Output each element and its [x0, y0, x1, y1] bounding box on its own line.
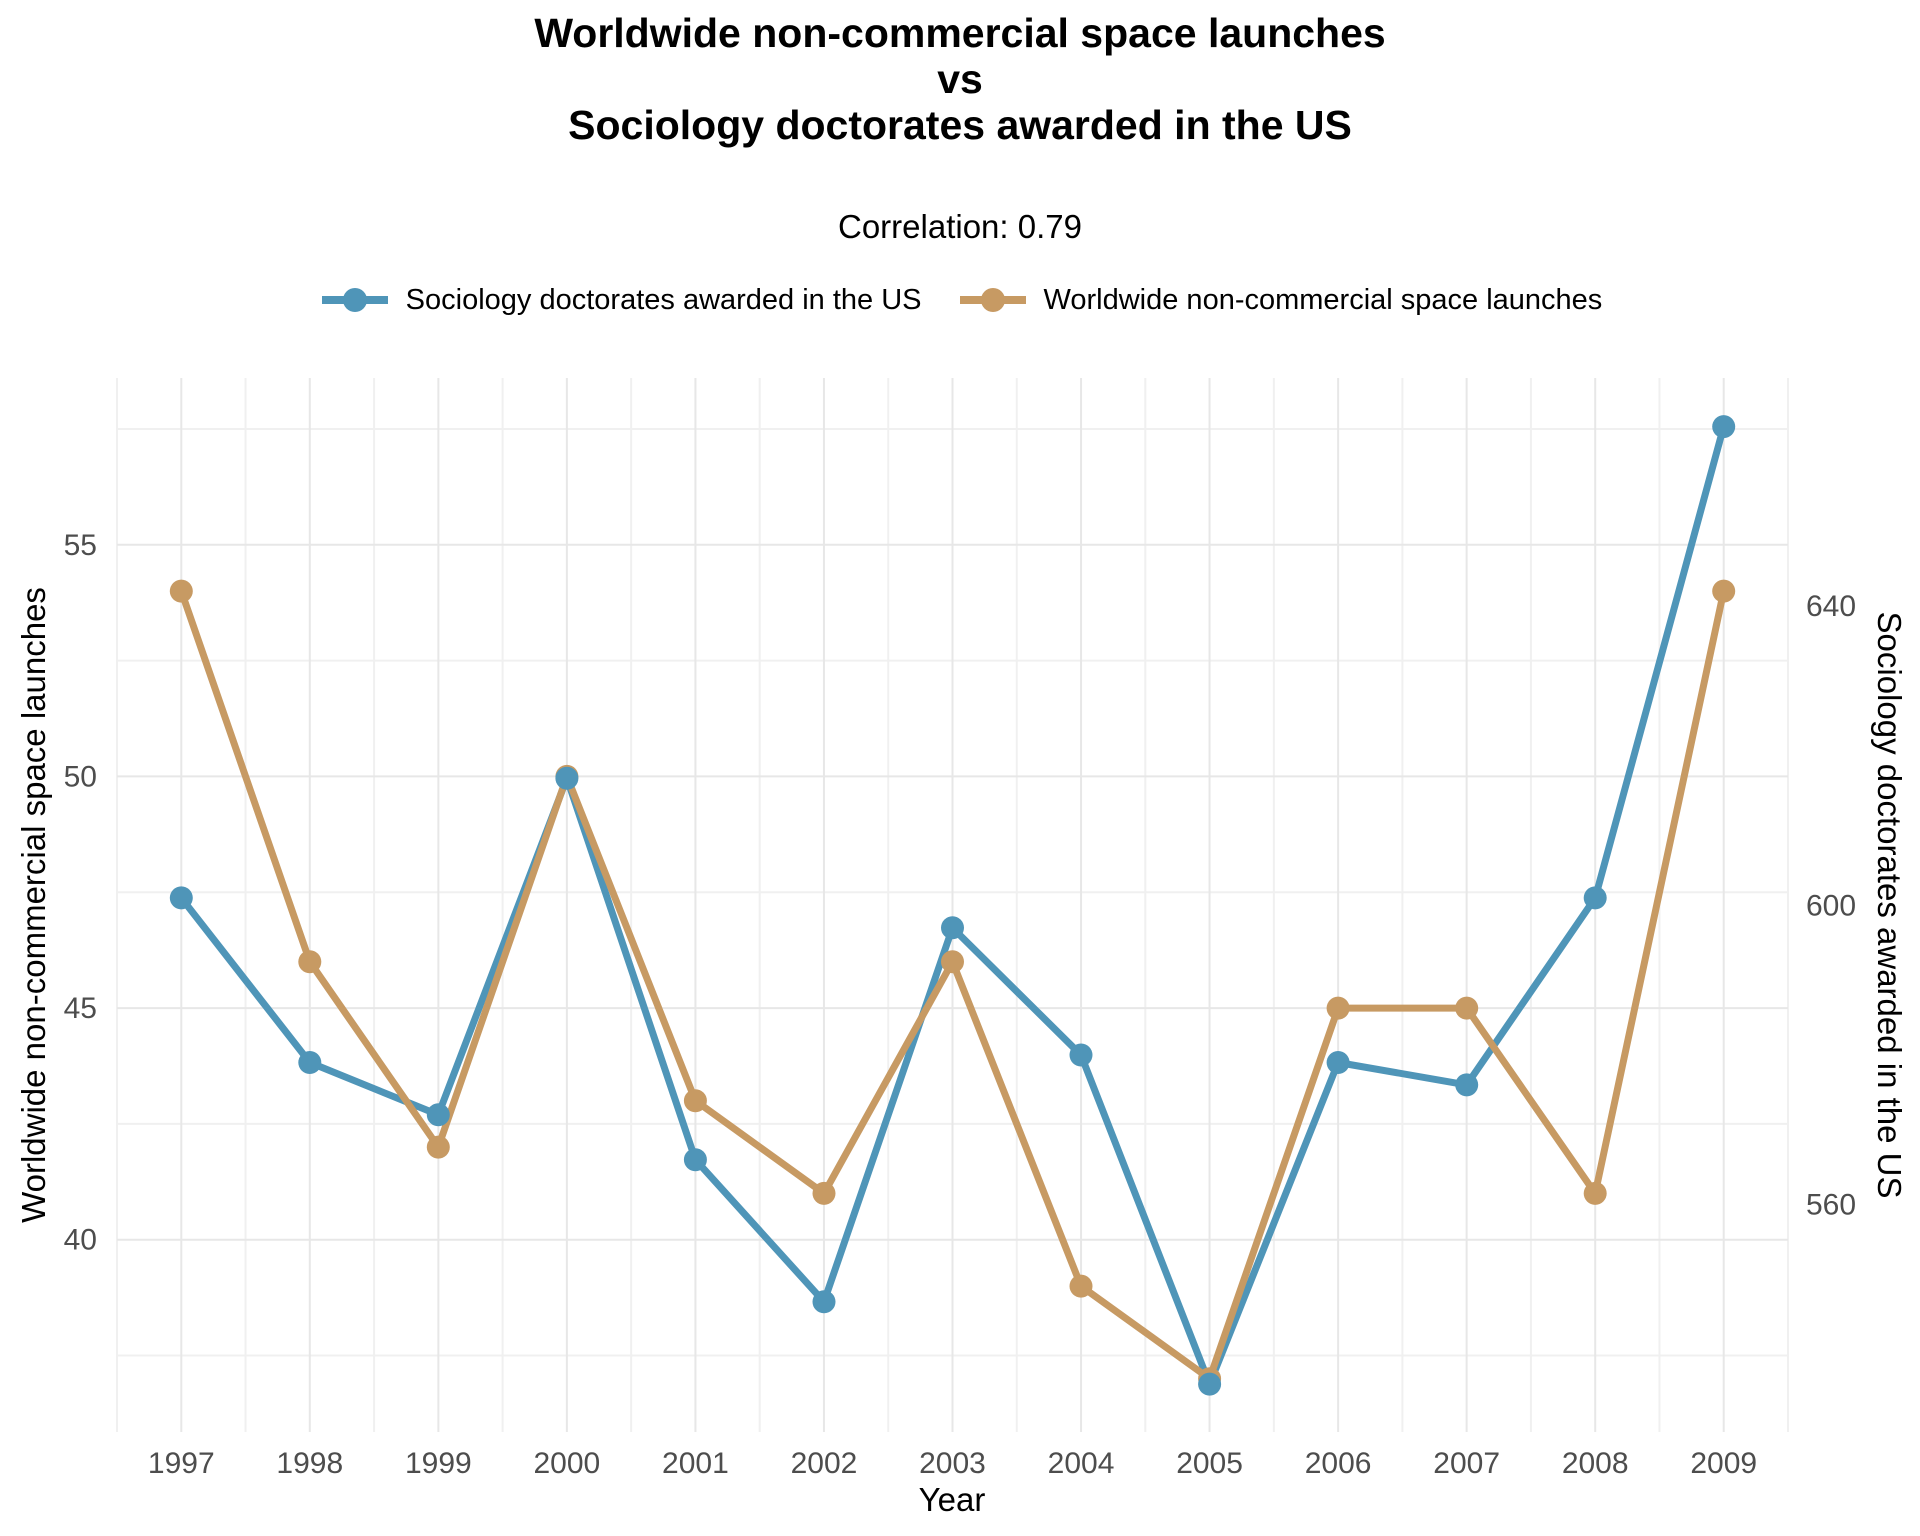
- x-tick-label: 2000: [534, 1447, 601, 1480]
- data-point: [1326, 996, 1350, 1020]
- x-tick-label: 2007: [1433, 1447, 1500, 1480]
- data-point: [1455, 1073, 1479, 1097]
- y-tick-label-left: 40: [64, 1224, 97, 1257]
- data-point: [1069, 1274, 1093, 1298]
- x-tick-label: 2004: [1048, 1447, 1115, 1480]
- chart-title-line1: Worldwide non-commercial space launches: [534, 10, 1386, 56]
- chart-title: Worldwide non-commercial space launches …: [0, 10, 1920, 148]
- data-point: [426, 1135, 450, 1159]
- legend-item-launches: Worldwide non-commercial space launches: [956, 278, 1603, 322]
- data-point: [812, 1290, 836, 1314]
- grid-major: [117, 378, 1788, 1432]
- legend: Sociology doctorates awarded in the US Wo…: [0, 278, 1920, 322]
- chart-title-line2: vs: [937, 56, 983, 102]
- y-tick-label-left: 45: [64, 992, 97, 1025]
- data-point: [683, 1089, 707, 1113]
- data-point: [941, 916, 964, 940]
- x-tick-label: 2009: [1690, 1447, 1757, 1480]
- data-point: [169, 886, 193, 910]
- axis-tick-labels: 55 50 45 40 640 600 560 1997 1998 1999 2000 2001 200…: [64, 529, 1856, 1480]
- data-point: [1712, 415, 1736, 439]
- legend-item-doctorates: Sociology doctorates awarded in the US: [318, 278, 922, 322]
- data-point: [555, 766, 579, 790]
- x-tick-label: 1998: [276, 1447, 343, 1480]
- data-point: [298, 950, 322, 974]
- y-tick-label-right: 600: [1806, 889, 1856, 922]
- y-axis-title-left: Worldwide non-commercial space launches: [15, 587, 52, 1223]
- data-point: [1583, 886, 1607, 910]
- data-point: [1455, 996, 1479, 1020]
- y-tick-label-left: 50: [64, 760, 97, 793]
- y-tick-label-left: 55: [64, 529, 97, 562]
- data-point: [812, 1181, 836, 1205]
- legend-key-icon: [959, 288, 1026, 312]
- x-tick-label: 1999: [405, 1447, 472, 1480]
- y-axis-title-right: Sociology doctorates awarded in the US: [1871, 611, 1908, 1199]
- data-point: [1583, 1181, 1607, 1205]
- data-point: [426, 1103, 450, 1127]
- y-tick-label-right: 640: [1806, 590, 1856, 623]
- x-axis-title: Year: [918, 1481, 986, 1518]
- x-tick-label: 2002: [791, 1447, 858, 1480]
- series-points: [169, 415, 1736, 1396]
- x-tick-label: 2008: [1562, 1447, 1629, 1480]
- x-tick-label: 1997: [148, 1447, 215, 1480]
- chart-title-line3: Sociology doctorates awarded in the US: [568, 102, 1352, 148]
- legend-key-icon: [321, 288, 388, 312]
- data-point: [169, 579, 193, 603]
- x-tick-label: 2006: [1305, 1447, 1372, 1480]
- chart-subtitle: Correlation: 0.79: [838, 208, 1082, 245]
- legend-label: Worldwide non-commercial space launches: [1043, 283, 1603, 316]
- data-point: [1069, 1043, 1093, 1067]
- data-point: [298, 1051, 322, 1074]
- legend-label: Sociology doctorates awarded in the US: [405, 283, 922, 316]
- data-point: [941, 950, 964, 974]
- y-tick-label-right: 560: [1806, 1189, 1856, 1222]
- data-point: [683, 1148, 707, 1172]
- data-point: [1712, 579, 1736, 603]
- x-tick-label: 2003: [919, 1447, 986, 1480]
- data-point: [1326, 1051, 1350, 1074]
- x-tick-label: 2005: [1176, 1447, 1243, 1480]
- data-point: [1198, 1372, 1222, 1396]
- x-tick-label: 2001: [662, 1447, 729, 1480]
